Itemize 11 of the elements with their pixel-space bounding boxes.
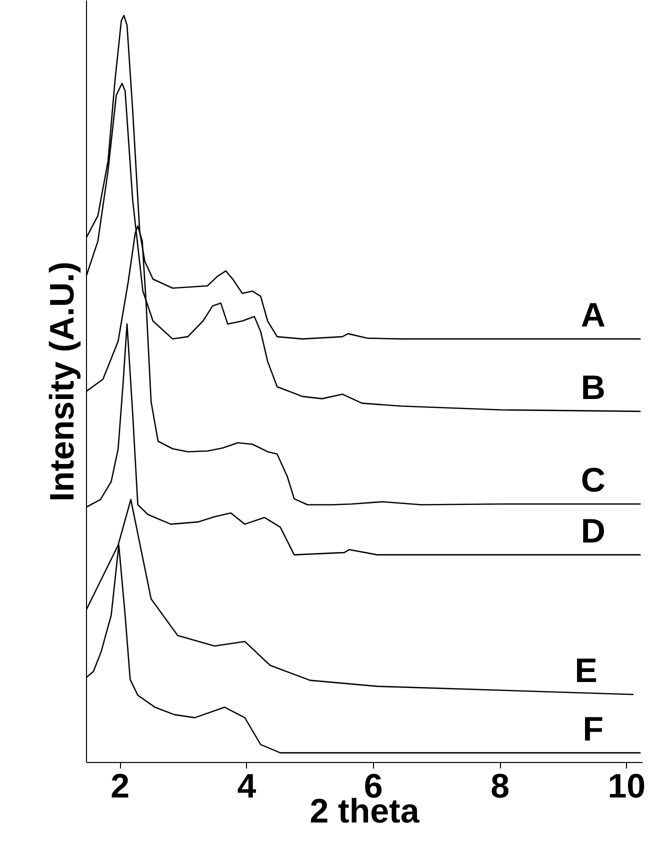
x-tick-label: 2 [110,768,130,806]
series-label: E [574,652,598,690]
series-label: C [580,462,606,500]
x-tick-label: 4 [237,768,256,806]
x-tick-label: 8 [490,768,510,806]
series-label: D [580,512,606,550]
series-label: B [580,368,606,407]
series-label: A [580,296,606,334]
y-axis-title: Intensity (A.U.) [44,262,82,502]
series-label: F [582,710,604,748]
x-tick-label: 10 [608,768,646,806]
